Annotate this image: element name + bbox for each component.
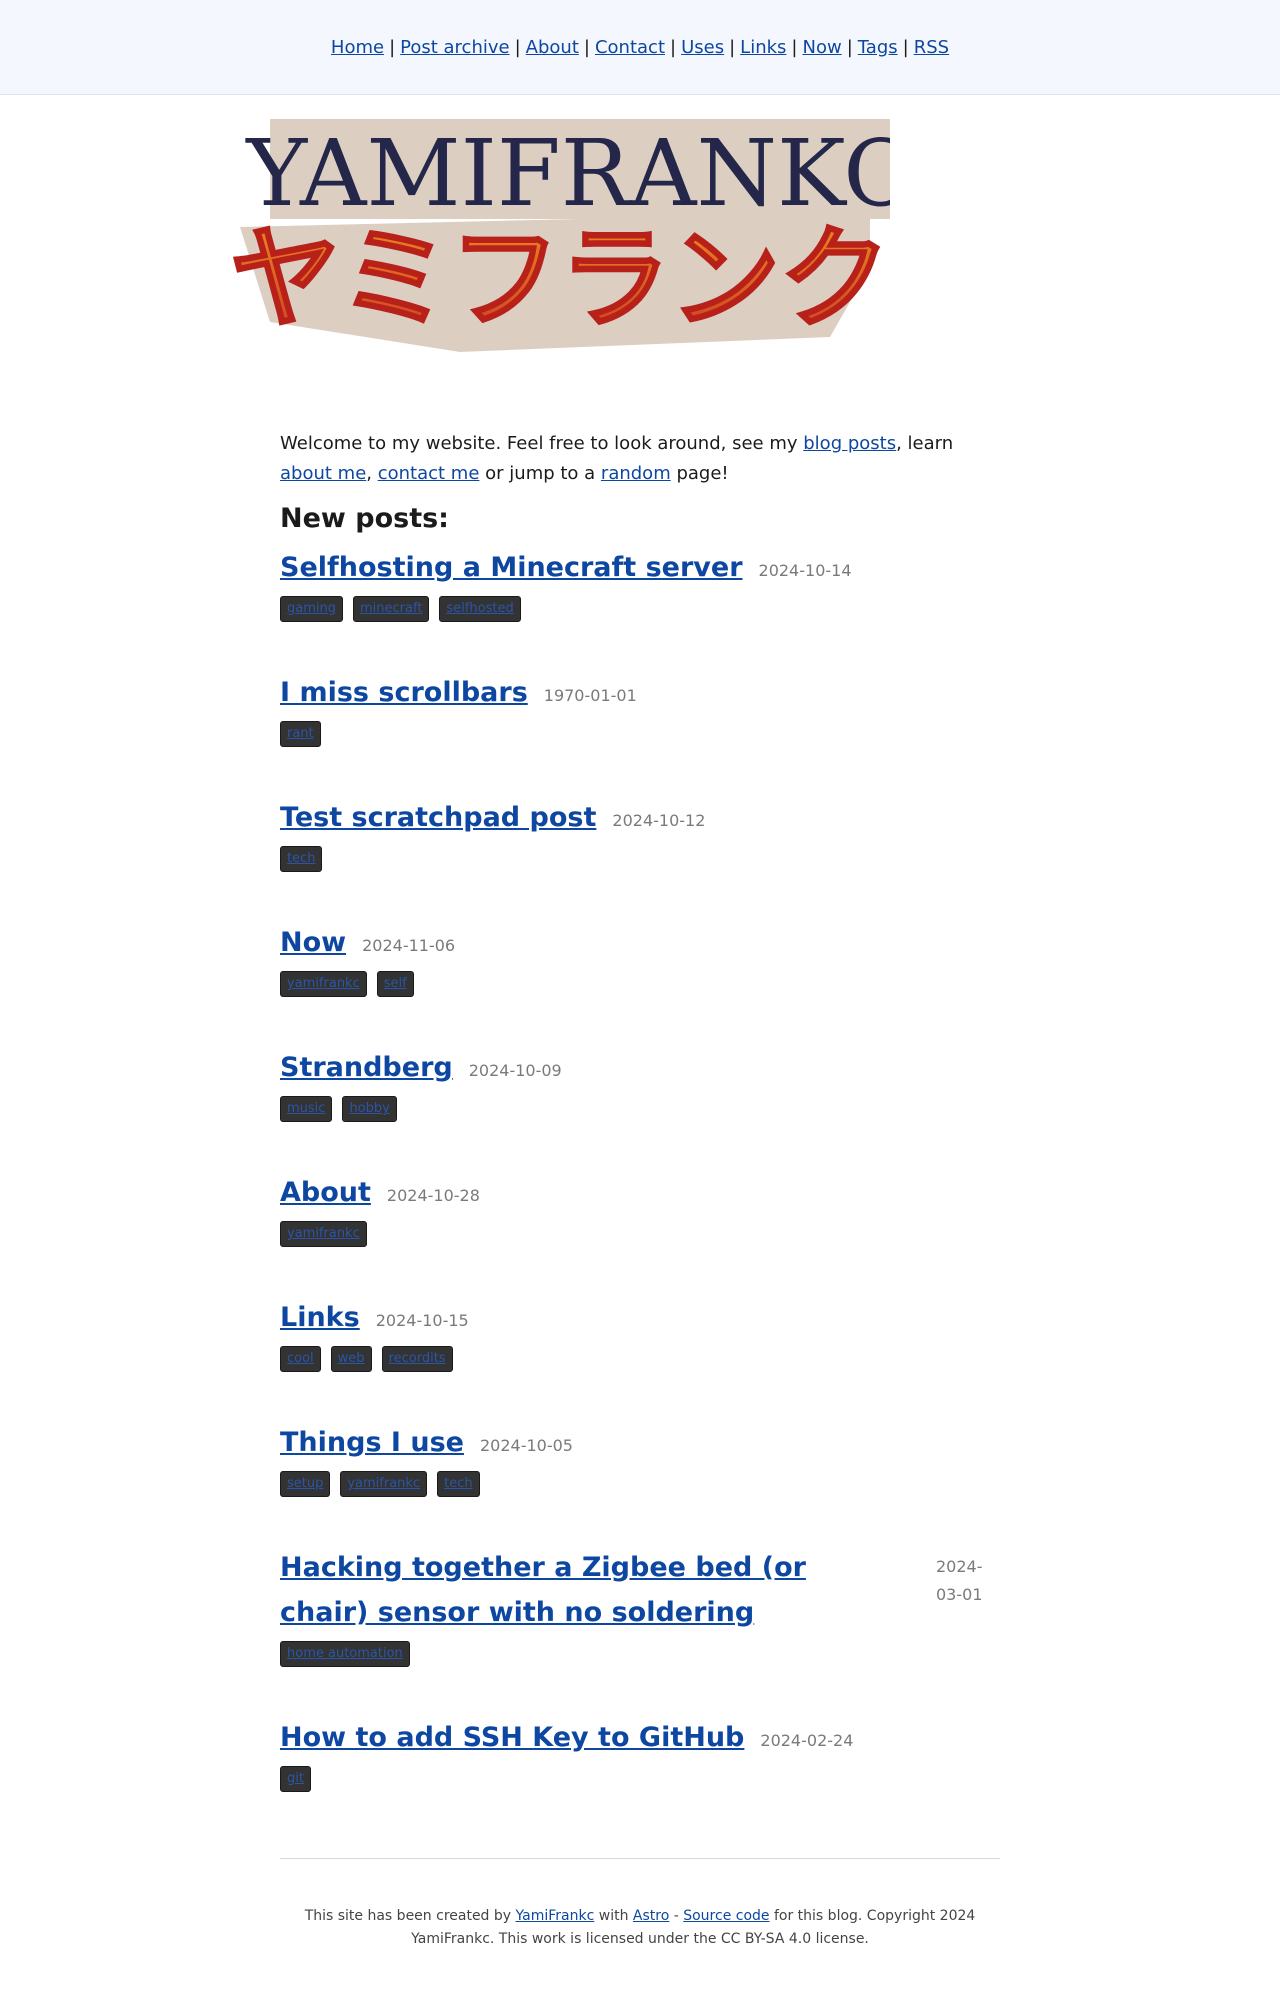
post-item: Now 2024-11-06 yamifrankc self xyxy=(280,920,1000,997)
post-item: How to add SSH Key to GitHub 2024-02-24 g… xyxy=(280,1715,1000,1792)
tag: hobby xyxy=(342,1096,397,1122)
post-item: Strandberg 2024-10-09 music hobby xyxy=(280,1045,1000,1122)
tag: cool xyxy=(280,1346,321,1372)
post-date: 2024-10-05 xyxy=(479,1436,573,1455)
post-date: 2024-10-09 xyxy=(468,1061,562,1080)
post-title-link[interactable]: About xyxy=(280,1177,371,1208)
site-footer: This site has been created by YamiFrankc… xyxy=(280,1858,1000,1951)
tag: minecraft xyxy=(353,596,430,622)
tag: yamifrankc xyxy=(280,1221,367,1247)
post-title-link[interactable]: Links xyxy=(280,1302,360,1333)
tag: recordits xyxy=(381,1346,453,1372)
nav-now[interactable]: Now xyxy=(802,36,842,58)
site-logo: YAMIFRANKC ヤミフランク xyxy=(230,95,1040,429)
tag-link[interactable]: gaming xyxy=(287,601,336,616)
tag: tech xyxy=(437,1471,480,1497)
tag-link[interactable]: self xyxy=(383,976,407,991)
tag-link[interactable]: web xyxy=(337,1351,365,1366)
contact-me-link[interactable]: contact me xyxy=(377,463,480,484)
footer-author-link[interactable]: YamiFrankc xyxy=(515,1908,595,1924)
nav-contact[interactable]: Contact xyxy=(594,36,665,58)
post-date: 2024-02-24 xyxy=(760,1731,854,1750)
tag: selfhosted xyxy=(439,596,521,622)
nav-post-archive[interactable]: Post archive xyxy=(400,36,510,58)
post-title-link[interactable]: Strandberg xyxy=(280,1052,453,1083)
nav-home[interactable]: Home xyxy=(330,36,385,58)
blog-posts-link[interactable]: blog posts xyxy=(803,433,897,454)
post-date: 2024-10-14 xyxy=(758,561,852,580)
tag-link[interactable]: yamifrankc xyxy=(287,976,360,991)
nav-rss[interactable]: RSS xyxy=(913,36,950,58)
top-nav: Home | Post archive | About | Contact | Uses | Lin… xyxy=(0,0,1280,95)
post-item: Links 2024-10-15 cool web recordits xyxy=(280,1295,1000,1372)
tag: gaming xyxy=(280,596,343,622)
logo-subtitle: ヤミフランク xyxy=(230,215,890,343)
intro-text: Welcome to my website. Feel free to look… xyxy=(280,433,954,484)
tag-link[interactable]: git xyxy=(287,1771,304,1786)
logo-title: YAMIFRANKC xyxy=(244,120,890,227)
post-date: 2024-10-28 xyxy=(386,1186,480,1205)
footer-source-link[interactable]: Source code xyxy=(683,1908,770,1924)
logo-image: YAMIFRANKC ヤミフランク xyxy=(230,119,890,352)
tag: self xyxy=(376,971,414,997)
tag: yamifrankc xyxy=(340,1471,428,1497)
post-title-link[interactable]: Test scratchpad post xyxy=(280,802,597,833)
tag-link[interactable]: recordits xyxy=(388,1351,446,1366)
tag-link[interactable]: setup xyxy=(287,1476,324,1491)
post-item: Hacking together a Zigbee bed (or chair)… xyxy=(280,1545,1000,1667)
tag: rant xyxy=(280,721,321,747)
tag: git xyxy=(280,1766,311,1792)
tag: home automation xyxy=(280,1641,410,1667)
tag-link[interactable]: hobby xyxy=(349,1101,390,1116)
post-date: 2024-10-12 xyxy=(612,811,706,830)
post-item: Things I use 2024-10-05 setup yamifrankc te… xyxy=(280,1420,1000,1497)
post-item: Selfhosting a Minecraft server 2024-10-14… xyxy=(280,545,1000,622)
tag-link[interactable]: cool xyxy=(287,1351,314,1366)
post-title-link[interactable]: How to add SSH Key to GitHub xyxy=(280,1722,745,1753)
about-me-link[interactable]: about me xyxy=(280,463,367,484)
tag: setup xyxy=(280,1471,331,1497)
main-content: Welcome to my website. Feel free to look… xyxy=(280,429,1000,1792)
tag-link[interactable]: tech xyxy=(444,1476,473,1491)
footer-astro-link[interactable]: Astro xyxy=(632,1908,670,1924)
tag-link[interactable]: home automation xyxy=(287,1646,403,1661)
nav-about[interactable]: About xyxy=(525,36,579,58)
tag: music xyxy=(280,1096,333,1122)
tag-link[interactable]: yamifrankc xyxy=(347,1476,421,1491)
post-title-link[interactable]: Hacking together a Zigbee bed (or chair)… xyxy=(280,1552,806,1628)
post-date: 2024-11-06 xyxy=(362,936,456,955)
post-date: 2024-10-15 xyxy=(375,1311,469,1330)
post-item: Test scratchpad post 2024-10-12 tech xyxy=(280,795,1000,872)
post-date: 1970-01-01 xyxy=(543,686,637,705)
tag: web xyxy=(330,1346,372,1372)
post-title-link[interactable]: Selfhosting a Minecraft server xyxy=(280,552,743,583)
post-title-link[interactable]: Now xyxy=(280,927,347,958)
tag: tech xyxy=(280,846,323,872)
post-item: About 2024-10-28 yamifrankc xyxy=(280,1170,1000,1247)
tag-link[interactable]: yamifrankc xyxy=(287,1226,360,1241)
tag-link[interactable]: rant xyxy=(287,726,314,741)
nav-links: Home | Post archive | About | Contact | Uses | Lin… xyxy=(330,36,950,58)
post-date: 2024-03-01 xyxy=(936,1557,983,1604)
random-link[interactable]: random xyxy=(600,463,671,484)
post-title-link[interactable]: I miss scrollbars xyxy=(280,677,528,708)
tag-link[interactable]: tech xyxy=(287,851,316,866)
nav-links[interactable]: Links xyxy=(740,36,787,58)
nav-tags[interactable]: Tags xyxy=(857,36,898,58)
nav-uses[interactable]: Uses xyxy=(681,36,725,58)
new-posts-heading: New posts: xyxy=(280,503,449,534)
post-item: I miss scrollbars 1970-01-01 rant xyxy=(280,670,1000,747)
tag-link[interactable]: minecraft xyxy=(360,601,423,616)
tag: yamifrankc xyxy=(280,971,367,997)
tag-link[interactable]: selfhosted xyxy=(446,601,514,616)
post-title-link[interactable]: Things I use xyxy=(280,1427,464,1458)
tag-link[interactable]: music xyxy=(287,1101,326,1116)
